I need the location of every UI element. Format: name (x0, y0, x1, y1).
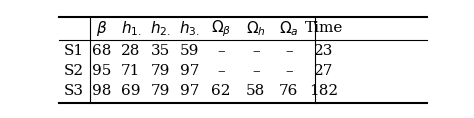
Text: 23: 23 (314, 44, 333, 58)
Text: $\beta$: $\beta$ (96, 19, 107, 38)
Text: S3: S3 (64, 84, 84, 98)
Text: –: – (217, 64, 225, 78)
Text: S1: S1 (64, 44, 84, 58)
Text: 28: 28 (121, 44, 141, 58)
Text: –: – (285, 44, 292, 58)
Text: 76: 76 (279, 84, 299, 98)
Text: Time: Time (305, 21, 343, 35)
Text: 182: 182 (309, 84, 338, 98)
Text: $h_{1.}$: $h_{1.}$ (120, 19, 141, 38)
Text: 62: 62 (211, 84, 231, 98)
Text: 58: 58 (246, 84, 265, 98)
Text: 79: 79 (151, 64, 170, 78)
Text: 59: 59 (180, 44, 200, 58)
Text: 27: 27 (314, 64, 333, 78)
Text: 69: 69 (121, 84, 141, 98)
Text: 97: 97 (180, 64, 200, 78)
Text: –: – (217, 44, 225, 58)
Text: $\Omega_a$: $\Omega_a$ (279, 19, 299, 38)
Text: $\Omega_\beta$: $\Omega_\beta$ (211, 18, 231, 39)
Text: –: – (285, 64, 292, 78)
Text: $\Omega_h$: $\Omega_h$ (246, 19, 266, 38)
Text: 68: 68 (92, 44, 111, 58)
Text: 95: 95 (92, 64, 111, 78)
Text: 35: 35 (151, 44, 170, 58)
Text: 79: 79 (151, 84, 170, 98)
Text: 98: 98 (92, 84, 111, 98)
Text: $h_{2.}$: $h_{2.}$ (150, 19, 171, 38)
Text: $h_{3.}$: $h_{3.}$ (179, 19, 200, 38)
Text: –: – (252, 64, 260, 78)
Text: 71: 71 (121, 64, 141, 78)
Text: S2: S2 (64, 64, 84, 78)
Text: 97: 97 (180, 84, 200, 98)
Text: –: – (252, 44, 260, 58)
